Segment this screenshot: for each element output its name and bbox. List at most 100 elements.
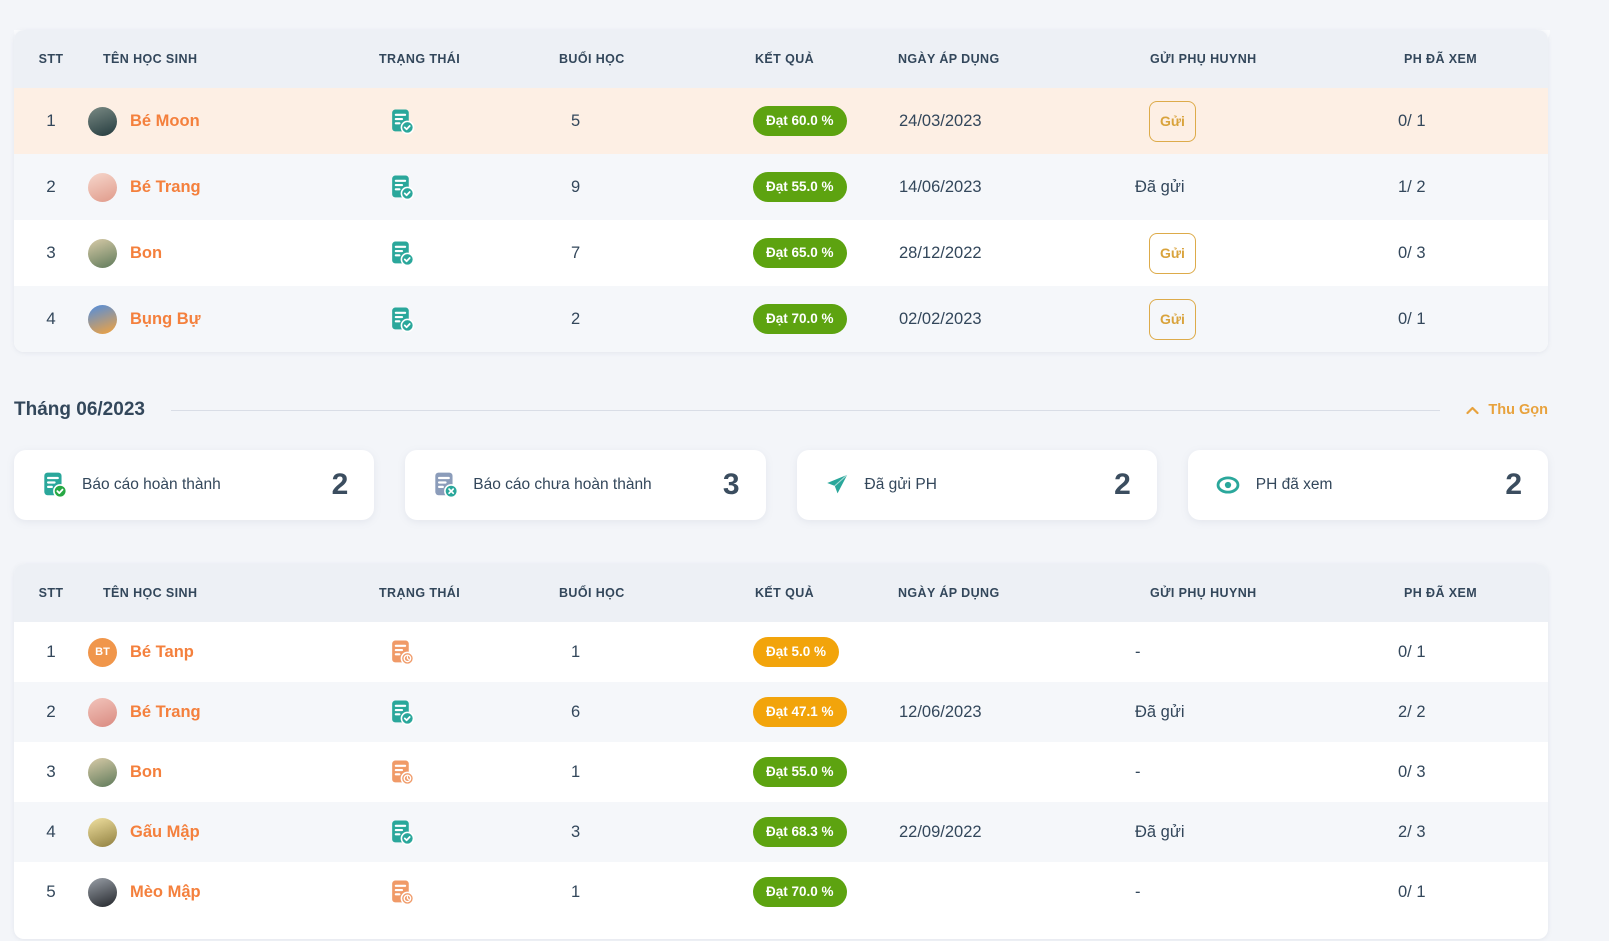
chevron-up-icon	[1466, 406, 1480, 415]
send-parent-cell: -	[1104, 883, 1344, 902]
student-cell[interactable]: Bé Moon	[88, 106, 364, 136]
sessions-cell: 1	[571, 642, 581, 661]
student-cell[interactable]: Bon	[88, 757, 364, 787]
result-badge: Đạt 60.0 %	[753, 106, 847, 136]
summary-card: PH đã xem 2	[1187, 450, 1548, 520]
student-cell[interactable]: Mèo Mập	[88, 877, 364, 907]
stt-cell: 2	[46, 177, 56, 196]
summary-card: Báo cáo hoàn thành 2	[14, 450, 375, 520]
student-cell[interactable]: Bụng Bự	[88, 304, 364, 334]
student-name-link[interactable]: Bé Trang	[130, 702, 201, 721]
result-cell: Đạt 68.3 %	[724, 817, 884, 847]
send-status-text: -	[1135, 642, 1141, 661]
status-cell	[364, 240, 544, 267]
avatar[interactable]	[88, 757, 117, 787]
report-pending-icon	[388, 639, 415, 666]
column-header-sessions: Buổi học	[559, 52, 625, 66]
stt-cell: 1	[46, 642, 56, 661]
summary-card-value: 2	[331, 468, 349, 501]
student-cell[interactable]: Bon	[88, 238, 364, 268]
avatar[interactable]: BT	[88, 637, 117, 667]
student-name-link[interactable]: Bé Tanp	[130, 642, 194, 661]
stt-cell: 5	[46, 882, 56, 901]
result-badge: Đạt 55.0 %	[753, 172, 847, 202]
send-parent-cell: Đã gửi	[1104, 703, 1344, 722]
send-parent-cell: -	[1104, 643, 1344, 662]
result-cell: Đạt 55.0 %	[724, 172, 884, 202]
send-parent-cell: Gửi	[1104, 298, 1344, 340]
status-cell	[364, 699, 544, 726]
report-dashboard: STT Tên học sinh Trạng thái Buổi học Kết quả…	[0, 30, 1609, 939]
sessions-cell: 7	[571, 243, 581, 262]
apply-date-cell: 22/09/2022	[899, 822, 982, 841]
result-cell: Đạt 70.0 %	[724, 877, 884, 907]
student-cell[interactable]: Gấu Mập	[88, 817, 364, 847]
column-header-sessions: Buổi học	[559, 586, 625, 600]
report-completed-icon	[388, 240, 415, 267]
send-button[interactable]: Gửi	[1149, 232, 1196, 274]
avatar[interactable]	[88, 172, 117, 202]
status-cell	[364, 174, 544, 201]
column-header-stt: STT	[38, 586, 64, 600]
result-badge: Đạt 47.1 %	[753, 697, 847, 727]
avatar[interactable]	[88, 238, 117, 268]
student-name-link[interactable]: Gấu Mập	[130, 822, 200, 841]
sessions-cell: 3	[571, 822, 581, 841]
result-badge: Đạt 70.0 %	[753, 304, 847, 334]
student-name-link[interactable]: Bon	[130, 762, 163, 781]
status-cell	[364, 306, 544, 333]
summary-card-value: 2	[1505, 468, 1522, 501]
summary-card: Đã gửi PH 2	[796, 450, 1157, 520]
parent-viewed-cell: 0/ 1	[1398, 882, 1426, 901]
status-cell	[364, 639, 544, 666]
table-row: 1 Bé Moon 5 Đạt 60.0 % 24/03/2023 Gửi 0/ 1	[14, 88, 1548, 154]
stt-cell: 3	[46, 762, 56, 781]
column-header-result: Kết quả	[755, 52, 815, 66]
column-header-student-name: Tên học sinh	[103, 52, 198, 66]
result-badge: Đạt 65.0 %	[753, 238, 847, 268]
column-header-apply-date: Ngày áp dụng	[898, 586, 1000, 600]
result-badge: Đạt 68.3 %	[753, 817, 847, 847]
student-name-link[interactable]: Mèo Mập	[130, 882, 201, 901]
report-pending-icon	[388, 879, 415, 906]
table-header-row: STT Tên học sinh Trạng thái Buổi học Kết quả…	[14, 564, 1548, 622]
summary-cards: Báo cáo hoàn thành 2 Báo cáo chưa hoàn thà…	[14, 450, 1548, 520]
avatar[interactable]	[88, 106, 117, 136]
table-row: 3 Bon 1 Đạt 55.0 % - 0/ 3	[14, 742, 1548, 802]
summary-card-label: Báo cáo hoàn thành	[82, 476, 221, 493]
avatar[interactable]	[88, 877, 117, 907]
status-cell	[364, 108, 544, 135]
table-row: 4 Bụng Bự 2 Đạt 70.0 % 02/02/2023 Gửi 0/ 1	[14, 286, 1548, 352]
student-name-link[interactable]: Bon	[130, 243, 163, 262]
apply-date-cell: 28/12/2022	[899, 243, 982, 262]
column-header-student-name: Tên học sinh	[103, 586, 198, 600]
avatar[interactable]	[88, 697, 117, 727]
student-name-link[interactable]: Bụng Bự	[130, 309, 201, 328]
send-status-text: Đã gửi	[1135, 702, 1185, 721]
student-cell[interactable]: BT Bé Tanp	[88, 637, 364, 667]
send-icon	[823, 471, 851, 499]
student-name-link[interactable]: Bé Moon	[130, 111, 200, 130]
eye-icon	[1214, 471, 1242, 499]
collapse-button[interactable]: Thu Gọn	[1466, 402, 1548, 418]
result-cell: Đạt 47.1 %	[724, 697, 884, 727]
summary-card-value: 2	[1114, 468, 1131, 501]
summary-card-label: PH đã xem	[1255, 476, 1333, 493]
student-cell[interactable]: Bé Trang	[88, 172, 364, 202]
parent-viewed-cell: 0/ 1	[1398, 642, 1426, 661]
send-status-text: -	[1135, 882, 1141, 901]
result-badge: Đạt 70.0 %	[753, 877, 847, 907]
parent-viewed-cell: 0/ 1	[1398, 111, 1426, 130]
summary-card-label: Báo cáo chưa hoàn thành	[473, 476, 652, 493]
student-name-link[interactable]: Bé Trang	[130, 177, 201, 196]
avatar[interactable]	[88, 304, 117, 334]
report-table-june: STT Tên học sinh Trạng thái Buổi học Kết quả…	[14, 564, 1548, 939]
column-header-apply-date: Ngày áp dụng	[898, 52, 1000, 66]
student-cell[interactable]: Bé Trang	[88, 697, 364, 727]
send-status-text: Đã gửi	[1135, 177, 1185, 196]
send-button[interactable]: Gửi	[1149, 298, 1196, 340]
table-row: 1 BT Bé Tanp 1 Đạt 5.0 % - 0/ 1	[14, 622, 1548, 682]
avatar[interactable]	[88, 817, 117, 847]
result-cell: Đạt 5.0 %	[724, 637, 884, 667]
send-button[interactable]: Gửi	[1149, 100, 1196, 142]
